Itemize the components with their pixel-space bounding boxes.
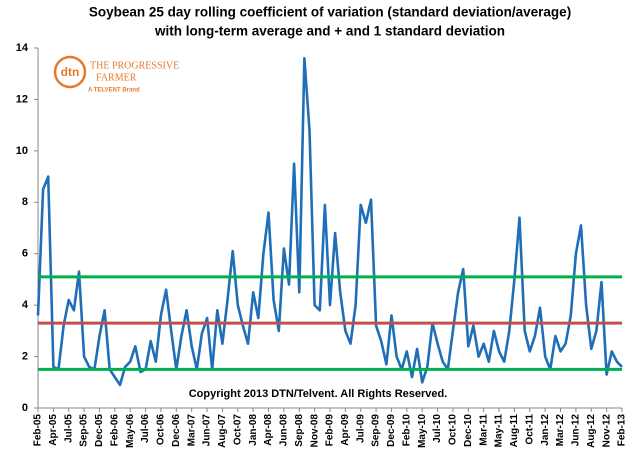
x-tick-label: Oct-06	[156, 414, 167, 446]
chart-title: with long-term average and + and 1 stand…	[154, 24, 505, 39]
x-tick-label: Nov-08	[309, 414, 320, 448]
x-tick-label: Jan-08	[248, 414, 259, 446]
x-tick-label: Apr-08	[263, 414, 274, 446]
x-tick-label: Sep-08	[294, 414, 305, 447]
y-tick-label: 4	[22, 299, 29, 311]
x-tick-label: May-11	[494, 414, 505, 448]
logo-text: A TELVENT Brand	[88, 88, 140, 94]
x-tick-label: Apr-09	[340, 414, 351, 446]
x-tick-label: Mar-07	[186, 414, 197, 447]
y-tick-label: 10	[16, 145, 28, 157]
y-tick-label: 0	[22, 402, 28, 414]
x-tick-label: Jun-07	[202, 414, 213, 447]
annotation: Copyright 2013 DTN/Telvent. All Rights R…	[189, 388, 448, 400]
x-tick-label: Feb-06	[109, 414, 120, 447]
x-tick-label: Oct-11	[524, 414, 535, 445]
x-tick-label: Jul-05	[63, 414, 74, 443]
x-tick-label: Feb-09	[325, 414, 336, 447]
x-tick-label: Dec-06	[171, 414, 182, 447]
x-tick-label: Jan-12	[540, 414, 551, 446]
x-tick-label: Dec-10	[463, 414, 474, 447]
y-tick-label: 6	[22, 248, 28, 260]
x-tick-label: Feb-13	[617, 414, 628, 447]
logo-ring	[53, 55, 87, 89]
x-tick-label: Nov-12	[601, 414, 612, 448]
logo: dtn THE PROGRESSIVE FARMER A TELVENT Bra…	[53, 55, 179, 94]
x-tick-label: Jun-12	[571, 414, 582, 447]
y-tick-label: 12	[16, 93, 28, 105]
x-tick-label: Jul-09	[355, 414, 366, 443]
y-tick-label: 2	[22, 350, 28, 362]
x-tick-label: Sep-05	[79, 414, 90, 447]
series-line	[36, 57, 623, 387]
x-tick-label: May-06	[125, 414, 136, 448]
x-tick-label: Oct-10	[448, 414, 459, 446]
x-tick-label: Aug-07	[217, 414, 228, 448]
x-tick-label: Apr-05	[48, 414, 59, 446]
x-tick-label: Dec-09	[386, 414, 397, 447]
x-tick-label: Oct-07	[232, 414, 243, 446]
x-tick-label: Sep-09	[371, 414, 382, 447]
logo-text: FARMER	[96, 72, 137, 83]
logo-mark: dtn	[61, 65, 80, 79]
x-tick-label: Feb-05	[33, 414, 44, 447]
x-tick-label: Aug-12	[586, 414, 597, 448]
x-tick-label: Jun-08	[279, 414, 290, 447]
x-tick-label: Dec-05	[94, 414, 105, 447]
x-tick-label: Mar-12	[555, 414, 566, 447]
x-tick-label: Jul-10	[432, 414, 443, 443]
x-tick-label: May-10	[417, 414, 428, 448]
y-tick-label: 8	[22, 196, 28, 208]
logo-text: THE PROGRESSIVE	[90, 60, 179, 71]
x-tick-label: Aug-11	[509, 414, 520, 448]
chart-title: Soybean 25 day rolling coefficient of va…	[89, 5, 571, 20]
x-tick-label: Feb-10	[401, 414, 412, 447]
x-tick-label: Jul-06	[140, 414, 151, 443]
x-tick-label: Mar-11	[478, 414, 489, 446]
y-tick-label: 14	[16, 42, 29, 54]
